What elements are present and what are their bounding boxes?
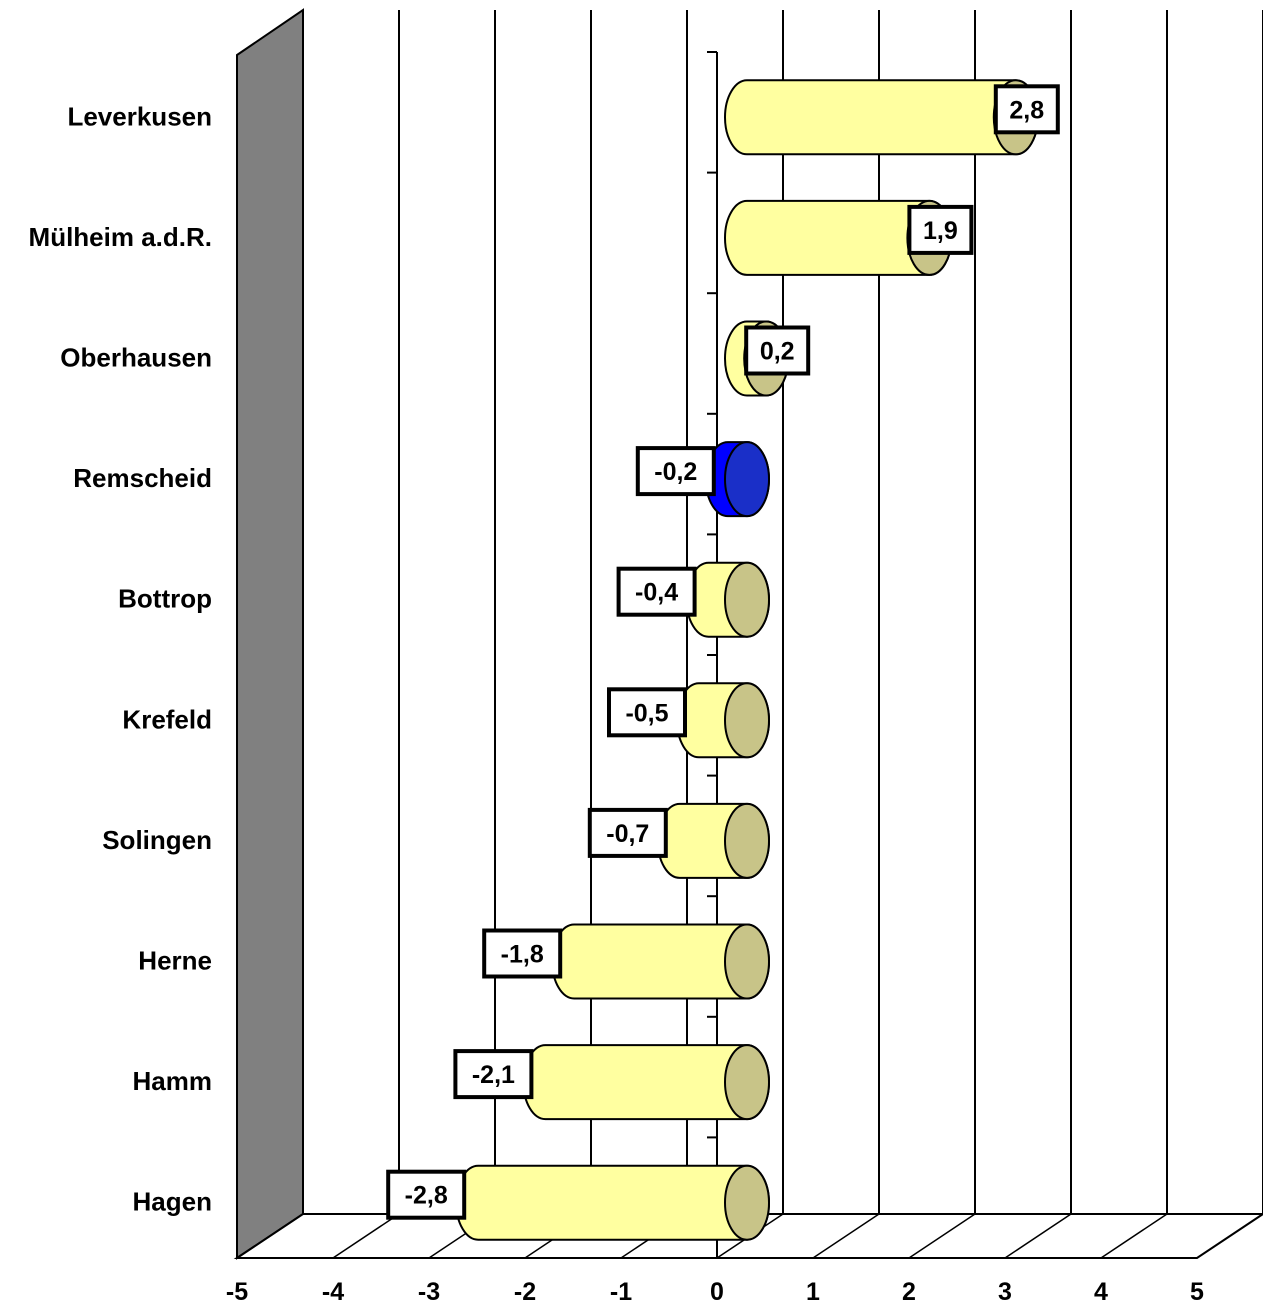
bar-cap <box>724 441 770 518</box>
data-label-text: 1,9 <box>923 217 958 245</box>
category-label-bottrop: Bottrop <box>118 584 212 614</box>
data-label-box <box>635 446 716 497</box>
category-label-mulheim-a-d-r: Mülheim a.d.R. <box>29 222 212 252</box>
x-tick-label: -2 <box>514 1278 536 1305</box>
floor-gridline <box>1100 1213 1168 1259</box>
bar-body <box>455 1164 770 1241</box>
data-label-text: -2,8 <box>405 1182 448 1210</box>
data-label-text: -0,4 <box>635 579 678 607</box>
data-label-box <box>907 204 974 255</box>
data-label-hamm: -2,1 <box>453 1049 534 1100</box>
x-tick-label: 4 <box>1094 1278 1108 1305</box>
bar-cap <box>724 802 770 879</box>
bar-herne <box>551 923 770 1000</box>
category-label-solingen: Solingen <box>102 825 212 855</box>
bar-cap <box>724 1044 770 1121</box>
bar-body <box>724 79 1039 156</box>
x-tick-label: 3 <box>998 1278 1012 1305</box>
side-wall <box>236 8 304 1260</box>
bar-solingen <box>656 802 770 879</box>
category-label-hamm: Hamm <box>133 1066 212 1096</box>
data-label-oberhausen: 0,2 <box>744 325 811 376</box>
x-tick-labels: -5 -4 -3 -2 -1 0 1 2 3 4 5 <box>226 1278 1204 1305</box>
bar-krefeld <box>676 682 770 759</box>
bar-cap <box>724 923 770 1000</box>
bar-remscheid <box>704 441 770 518</box>
data-label-leverkusen: 2,8 <box>993 84 1060 135</box>
data-label-text: -0,7 <box>606 820 649 848</box>
category-label-oberhausen: Oberhausen <box>60 343 212 373</box>
category-labels: Leverkusen Mülheim a.d.R. Oberhausen Remsch… <box>29 101 212 1216</box>
category-label-herne: Herne <box>138 946 212 976</box>
data-label-text: -2,1 <box>472 1061 515 1089</box>
data-label-box <box>993 84 1060 135</box>
data-labels: 2,8 1,9 0,2 -0,2 -0,4 -0,5 -0,7 -1,8 -2,1 -2,8 <box>386 84 1060 1220</box>
data-label-box <box>482 928 563 979</box>
data-label-bottrop: -0,4 <box>616 566 697 617</box>
data-label-krefeld: -0,5 <box>607 687 687 738</box>
data-label-text: 0,2 <box>760 338 795 366</box>
data-label-mulheim-a-d-r: 1,9 <box>907 204 974 255</box>
category-label-leverkusen: Leverkusen <box>67 101 212 131</box>
floor-gridline <box>908 1213 976 1259</box>
data-label-text: -0,5 <box>625 699 668 727</box>
category-label-krefeld: Krefeld <box>122 704 212 734</box>
data-label-box <box>453 1049 534 1100</box>
x-tick-label: 5 <box>1190 1278 1204 1305</box>
data-label-box <box>616 566 697 617</box>
x-tick-label: -1 <box>610 1278 632 1305</box>
floor-gridline <box>812 1213 880 1259</box>
category-label-remscheid: Remscheid <box>73 463 212 493</box>
bar-bottrop <box>685 561 770 638</box>
floor-gridline <box>1196 1213 1263 1259</box>
data-label-text: 2,8 <box>1009 96 1044 124</box>
x-tick-label: -5 <box>226 1278 248 1305</box>
floor-gridline <box>1004 1213 1072 1259</box>
bar-hamm <box>522 1044 770 1121</box>
bar-leverkusen <box>724 79 1039 156</box>
x-tick-label: -4 <box>322 1278 344 1305</box>
bar-hagen <box>455 1164 770 1241</box>
floor-gridline <box>332 1213 400 1259</box>
data-label-box <box>607 687 687 738</box>
x-tick-label: -3 <box>418 1278 440 1305</box>
bar-cap <box>724 561 770 638</box>
data-label-box <box>744 325 811 376</box>
data-label-solingen: -0,7 <box>587 807 668 858</box>
x-tick-label: 0 <box>710 1278 724 1305</box>
x-tick-label: 1 <box>806 1278 820 1305</box>
bar-cap <box>724 682 770 759</box>
data-label-box <box>587 807 668 858</box>
data-label-box <box>386 1169 467 1220</box>
data-label-text: -0,2 <box>654 458 697 486</box>
data-label-hagen: -2,8 <box>386 1169 467 1220</box>
x-tick-label: 2 <box>902 1278 916 1305</box>
data-label-remscheid: -0,2 <box>635 446 716 497</box>
floor-gridline <box>236 1213 304 1259</box>
data-label-text: -1,8 <box>501 941 544 969</box>
category-label-hagen: Hagen <box>133 1187 212 1217</box>
data-label-herne: -1,8 <box>482 928 563 979</box>
bar-cap <box>724 1164 770 1241</box>
